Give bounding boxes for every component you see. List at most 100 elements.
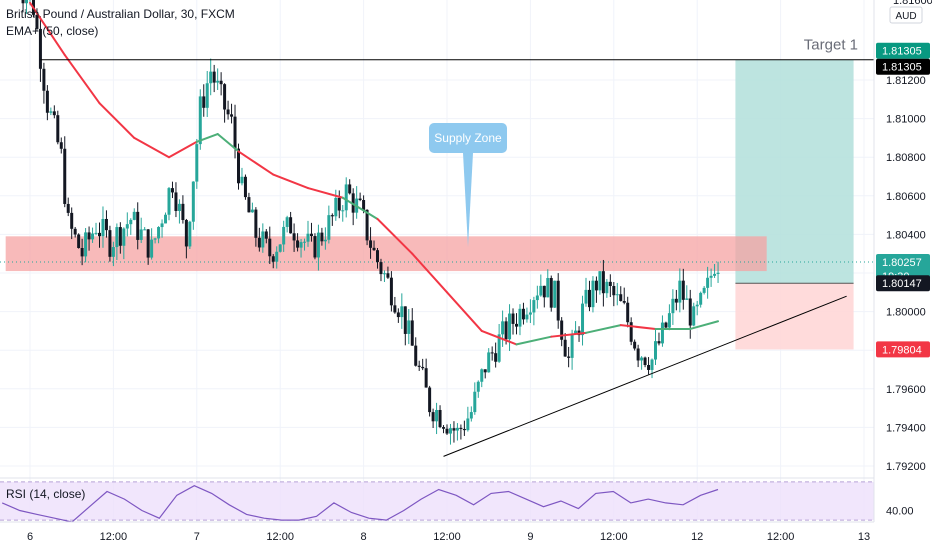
rsi-label[interactable]: RSI (14, close) xyxy=(6,487,85,501)
long-position-tool[interactable] xyxy=(735,59,854,350)
currency-label[interactable]: AUD xyxy=(895,11,916,22)
candle-body xyxy=(285,217,289,227)
candle-body xyxy=(289,217,293,234)
candle-body xyxy=(421,366,425,369)
stop-loss-zone[interactable] xyxy=(735,283,854,350)
currency-box[interactable] xyxy=(889,6,923,24)
candle-body xyxy=(414,345,418,366)
candle-body xyxy=(428,387,432,413)
candle-body xyxy=(132,211,136,220)
candle-body xyxy=(101,218,105,237)
candle-body xyxy=(365,209,369,241)
candle-body xyxy=(532,300,536,313)
candle-body xyxy=(396,312,400,318)
candle-body xyxy=(539,285,543,296)
candle-body xyxy=(476,381,480,392)
candle-body xyxy=(678,280,682,303)
candle-body xyxy=(393,305,397,313)
candle-body xyxy=(664,322,668,328)
ema-line xyxy=(29,1,720,346)
candle-body xyxy=(452,428,456,431)
candle-body xyxy=(608,281,612,287)
candle-body xyxy=(605,281,609,294)
candles xyxy=(21,0,720,445)
candle-body xyxy=(615,294,619,296)
candle-body xyxy=(261,231,265,248)
candle-body xyxy=(706,277,710,288)
callout-text[interactable]: Supply Zone xyxy=(434,131,502,145)
time-tick-label: 12:00 xyxy=(600,531,628,543)
ema-segment xyxy=(619,324,657,330)
candle-body xyxy=(515,323,518,327)
candle-body xyxy=(466,418,470,431)
candle-body xyxy=(546,278,550,298)
candle-body xyxy=(612,286,616,296)
indicator-title[interactable]: EMA+ (50, close) xyxy=(6,24,99,38)
supply-zone-callout[interactable]: Supply Zone xyxy=(429,123,507,247)
candle-body xyxy=(296,240,300,248)
candle-body xyxy=(139,229,143,240)
candle-body xyxy=(205,83,209,108)
candle-body xyxy=(202,96,206,108)
candle-body xyxy=(535,295,539,301)
candle-body xyxy=(438,409,442,428)
candle-body xyxy=(70,212,74,229)
callout-box[interactable] xyxy=(429,123,507,153)
candle-body xyxy=(574,330,578,334)
candle-body xyxy=(184,219,188,247)
candle-body xyxy=(108,230,112,257)
candle-body xyxy=(660,322,664,344)
candle-body xyxy=(504,321,508,340)
price-tick-label: 1.79400 xyxy=(886,422,926,434)
candle-body xyxy=(654,341,657,360)
candle-body xyxy=(640,357,644,361)
candle-body xyxy=(376,250,379,263)
price-tick-label: 1.79200 xyxy=(886,461,926,473)
ema-segment xyxy=(133,136,170,159)
time-tick-label: 13 xyxy=(858,531,870,543)
time-tick-label: 7 xyxy=(194,531,200,543)
candle-body xyxy=(195,144,199,182)
callout-pointer xyxy=(463,153,473,247)
support-trendline[interactable] xyxy=(443,295,847,457)
candle-body xyxy=(230,114,234,117)
candle-body xyxy=(657,341,661,344)
candle-body xyxy=(21,0,25,4)
time-axis[interactable]: 6 12:00 7 12:00 8 12:00 9 12:00 12 12:00 13 xyxy=(0,521,874,543)
candle-body xyxy=(177,203,181,211)
target-label[interactable]: Target 1 xyxy=(804,37,858,54)
supply-zone-rect[interactable] xyxy=(5,236,767,272)
price-tick-label: 1.81600 xyxy=(893,0,932,7)
candle-body xyxy=(525,314,529,320)
time-tick-label: 12:00 xyxy=(433,531,461,543)
rsi-tick-label: 40.00 xyxy=(886,506,914,518)
candle-body xyxy=(268,238,272,257)
candle-body xyxy=(306,233,310,242)
candle-body xyxy=(38,28,42,69)
price-tick-label: 1.80800 xyxy=(886,152,926,164)
candle-body xyxy=(313,236,317,258)
candle-body xyxy=(459,427,463,429)
price-badge xyxy=(876,341,930,358)
ema-segment xyxy=(216,133,240,153)
price-badge-label: 1.79804 xyxy=(882,344,922,356)
candle-body xyxy=(487,352,491,373)
drawings[interactable]: Target 1 xyxy=(40,37,874,457)
candle-body xyxy=(462,428,466,431)
rsi-line xyxy=(1,485,719,523)
candle-body xyxy=(369,240,373,248)
candle-body xyxy=(243,176,247,198)
candle-body xyxy=(146,229,150,258)
candle-body xyxy=(271,256,275,262)
candle-body xyxy=(445,428,449,434)
candle-body xyxy=(400,306,404,318)
supply-zone-box[interactable] xyxy=(0,236,874,272)
candle-body xyxy=(56,115,60,143)
candle-body xyxy=(66,203,70,213)
candle-body xyxy=(77,234,81,248)
candle-body xyxy=(118,227,122,246)
symbol-title[interactable]: British Pound / Australian Dollar, 30, F… xyxy=(6,7,235,21)
ema-segment xyxy=(272,173,309,190)
